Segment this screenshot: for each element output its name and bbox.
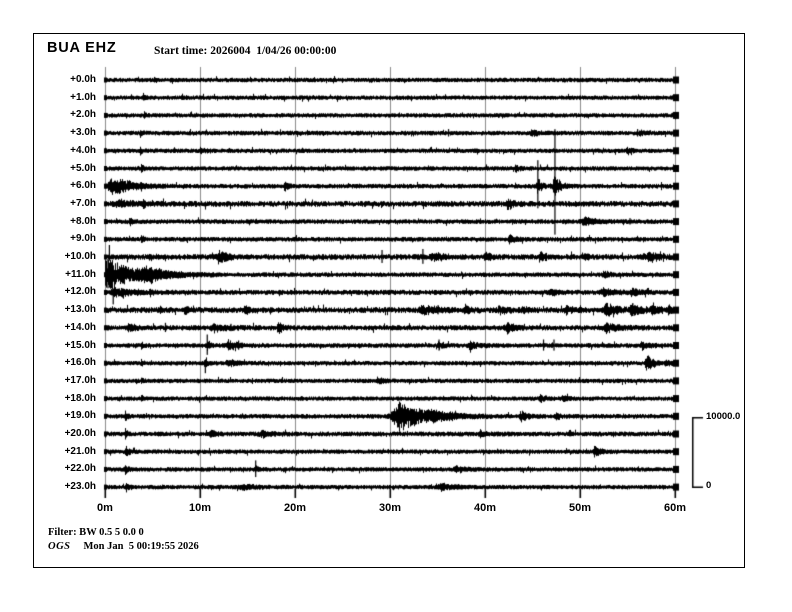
x-tick-label-3: 30m [378, 502, 402, 514]
row-label-4: +4.0h [70, 144, 96, 156]
row-label-9: +9.0h [70, 233, 96, 245]
row-label-18: +18.0h [64, 392, 96, 404]
row-label-3: +3.0h [70, 127, 96, 139]
row-label-17: +17.0h [64, 374, 96, 386]
scale-min-label: 0 [706, 480, 712, 491]
filter-info: Filter: BW 0.5 5 0.0 0 [48, 527, 144, 538]
helicorder-canvas [34, 34, 746, 569]
row-label-10: +10.0h [64, 251, 96, 262]
x-tick-label-6: 60m [663, 502, 687, 514]
row-label-11: +11.0h [65, 268, 96, 280]
row-label-6: +6.0h [70, 180, 96, 192]
row-label-15: +15.0h [64, 339, 96, 351]
row-label-2: +2.0h [70, 109, 96, 121]
row-label-23: +23.0h [64, 481, 96, 493]
row-label-19: +19.0h [64, 410, 96, 422]
x-tick-label-1: 10m [188, 502, 212, 514]
row-label-8: +8.0h [70, 215, 96, 227]
row-label-12: +12.0h [64, 286, 96, 298]
row-label-21: +21.0h [64, 445, 96, 457]
row-label-20: +20.0h [64, 428, 96, 439]
row-label-14: +14.0h [64, 321, 96, 333]
scale-max-label: 10000.0 [706, 411, 741, 422]
agency-logo: OGS [48, 541, 71, 552]
row-label-16: +16.0h [64, 357, 96, 369]
x-tick-label-5: 50m [568, 502, 592, 514]
agency-line: OGS Mon Jan 5 00:19:55 2026 [48, 541, 199, 552]
generated-timestamp: Mon Jan 5 00:19:55 2026 [83, 541, 199, 552]
row-label-13: +13.0h [64, 304, 96, 316]
x-tick-label-2: 20m [283, 502, 307, 514]
plot-frame: BUA EHZ Start time: 2026004 1/04/26 00:0… [33, 33, 746, 569]
row-label-0: +0.0h [70, 74, 96, 85]
row-label-22: +22.0h [64, 463, 96, 475]
x-tick-label-0: 0m [97, 502, 113, 514]
row-label-5: +5.0h [70, 162, 96, 174]
row-label-7: +7.0h [70, 197, 96, 209]
row-label-1: +1.0h [70, 91, 96, 103]
x-tick-label-4: 40m [473, 502, 497, 514]
